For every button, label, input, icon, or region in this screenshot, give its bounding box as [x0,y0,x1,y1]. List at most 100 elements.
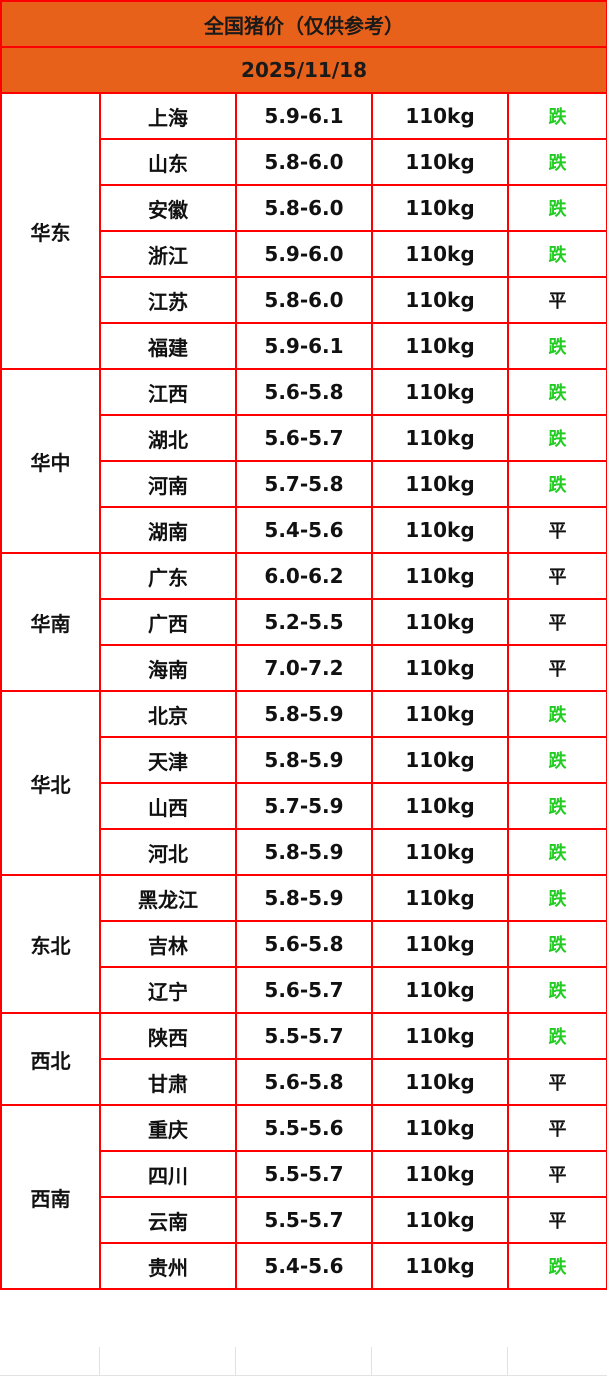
trend-cell: 跌 [506,920,607,968]
price-cell: 5.6-5.8 [235,1058,373,1106]
weight-cell: 110kg [371,1196,509,1244]
trend-cell: 平 [506,1104,607,1152]
weight-cell: 110kg [371,414,509,462]
table-row: 东北 黑龙江 5.8-5.9 110kg 跌 [0,874,607,1014]
trend-cell: 跌 [506,966,607,1014]
price-cell: 5.2-5.5 [235,598,373,646]
region-cell: 华南 [0,552,101,692]
trend-cell: 平 [506,1058,607,1106]
weight-cell: 110kg [371,1058,509,1106]
province-cell: 湖南 [99,506,237,554]
province-cell: 山东 [99,138,237,186]
price-cell: 5.8-5.9 [235,736,373,784]
table-row: 华中 江西 5.6-5.8 110kg 跌 [0,368,607,554]
table-row: 西北 陕西 5.5-5.7 110kg 跌 [0,1012,607,1106]
weight-cell: 110kg [371,322,509,370]
price-cell: 5.8-6.0 [235,276,373,324]
trend-cell: 跌 [506,414,607,462]
table-row: 江苏 5.8-6.0 110kg 平 [1,276,607,324]
province-cell: 安徽 [99,184,237,232]
province-cell: 黑龙江 [99,874,237,922]
weight-cell: 110kg [371,828,509,876]
weight-cell: 110kg [371,506,509,554]
table-row: 辽宁 5.6-5.7 110kg 跌 [1,966,607,1014]
price-cell: 5.6-5.7 [235,966,373,1014]
table-row: 吉林 5.6-5.8 110kg 跌 [1,920,607,968]
table-row: 四川 5.5-5.7 110kg 平 [1,1150,607,1198]
trend-cell: 平 [506,552,607,600]
empty-spreadsheet-grid [0,1347,607,1376]
weight-cell: 110kg [371,184,509,232]
province-cell: 湖北 [99,414,237,462]
trend-cell: 跌 [506,782,607,830]
province-cell: 河南 [99,460,237,508]
weight-cell: 110kg [371,874,509,922]
trend-cell: 跌 [506,230,607,278]
price-cell: 6.0-6.2 [235,552,373,600]
price-cell: 5.9-6.1 [235,322,373,370]
table-date: 2025/11/18 [0,46,607,94]
table-row: 华南 广东 6.0-6.2 110kg 平 [0,552,607,692]
table-row: 山东 5.8-6.0 110kg 跌 [1,138,607,186]
price-cell: 5.6-5.8 [235,368,373,416]
province-cell: 北京 [99,690,237,738]
weight-cell: 110kg [371,1150,509,1198]
trend-cell: 平 [506,644,607,692]
weight-cell: 110kg [371,276,509,324]
table-title: 全国猪价（仅供参考） [0,0,607,48]
table-row: 贵州 5.4-5.6 110kg 跌 [1,1242,607,1290]
weight-cell: 110kg [371,230,509,278]
province-cell: 辽宁 [99,966,237,1014]
weight-cell: 110kg [371,966,509,1014]
province-cell: 吉林 [99,920,237,968]
weight-cell: 110kg [371,92,509,140]
price-cell: 5.7-5.9 [235,782,373,830]
province-cell: 四川 [99,1150,237,1198]
trend-cell: 平 [506,598,607,646]
weight-cell: 110kg [371,1104,509,1152]
weight-cell: 110kg [371,690,509,738]
weight-cell: 110kg [371,736,509,784]
region-cell: 华中 [0,368,101,554]
region-cell: 华东 [0,92,101,370]
table-row: 湖南 5.4-5.6 110kg 平 [1,506,607,554]
price-cell: 5.9-6.0 [235,230,373,278]
price-cell: 5.8-6.0 [235,184,373,232]
region-cell: 东北 [0,874,101,1014]
trend-cell: 跌 [506,1242,607,1290]
weight-cell: 110kg [371,782,509,830]
weight-cell: 110kg [371,138,509,186]
table-row: 华北 北京 5.8-5.9 110kg 跌 [0,690,607,876]
province-cell: 上海 [99,92,237,140]
province-cell: 福建 [99,322,237,370]
region-cell: 西北 [0,1012,101,1106]
trend-cell: 跌 [506,138,607,186]
price-cell: 5.8-5.9 [235,874,373,922]
table-row: 华东 上海 5.9-6.1 110kg 跌 [0,92,607,370]
trend-cell: 平 [506,506,607,554]
trend-cell: 平 [506,1150,607,1198]
trend-cell: 跌 [506,92,607,140]
province-cell: 天津 [99,736,237,784]
table-row: 西南 重庆 5.5-5.6 110kg 平 [0,1104,607,1290]
table-row: 云南 5.5-5.7 110kg 平 [1,1196,607,1244]
price-cell: 5.6-5.8 [235,920,373,968]
weight-cell: 110kg [371,598,509,646]
price-cell: 5.8-5.9 [235,828,373,876]
trend-cell: 平 [506,276,607,324]
province-cell: 重庆 [99,1104,237,1152]
table-row: 海南 7.0-7.2 110kg 平 [1,644,607,692]
trend-cell: 跌 [506,460,607,508]
province-cell: 江苏 [99,276,237,324]
price-cell: 5.5-5.7 [235,1012,373,1060]
price-cell: 5.6-5.7 [235,414,373,462]
trend-cell: 平 [506,1196,607,1244]
trend-cell: 跌 [506,1012,607,1060]
weight-cell: 110kg [371,920,509,968]
table-row: 湖北 5.6-5.7 110kg 跌 [1,414,607,462]
province-cell: 陕西 [99,1012,237,1060]
table-row: 福建 5.9-6.1 110kg 跌 [1,322,607,370]
table-row: 山西 5.7-5.9 110kg 跌 [1,782,607,830]
weight-cell: 110kg [371,1012,509,1060]
province-cell: 云南 [99,1196,237,1244]
